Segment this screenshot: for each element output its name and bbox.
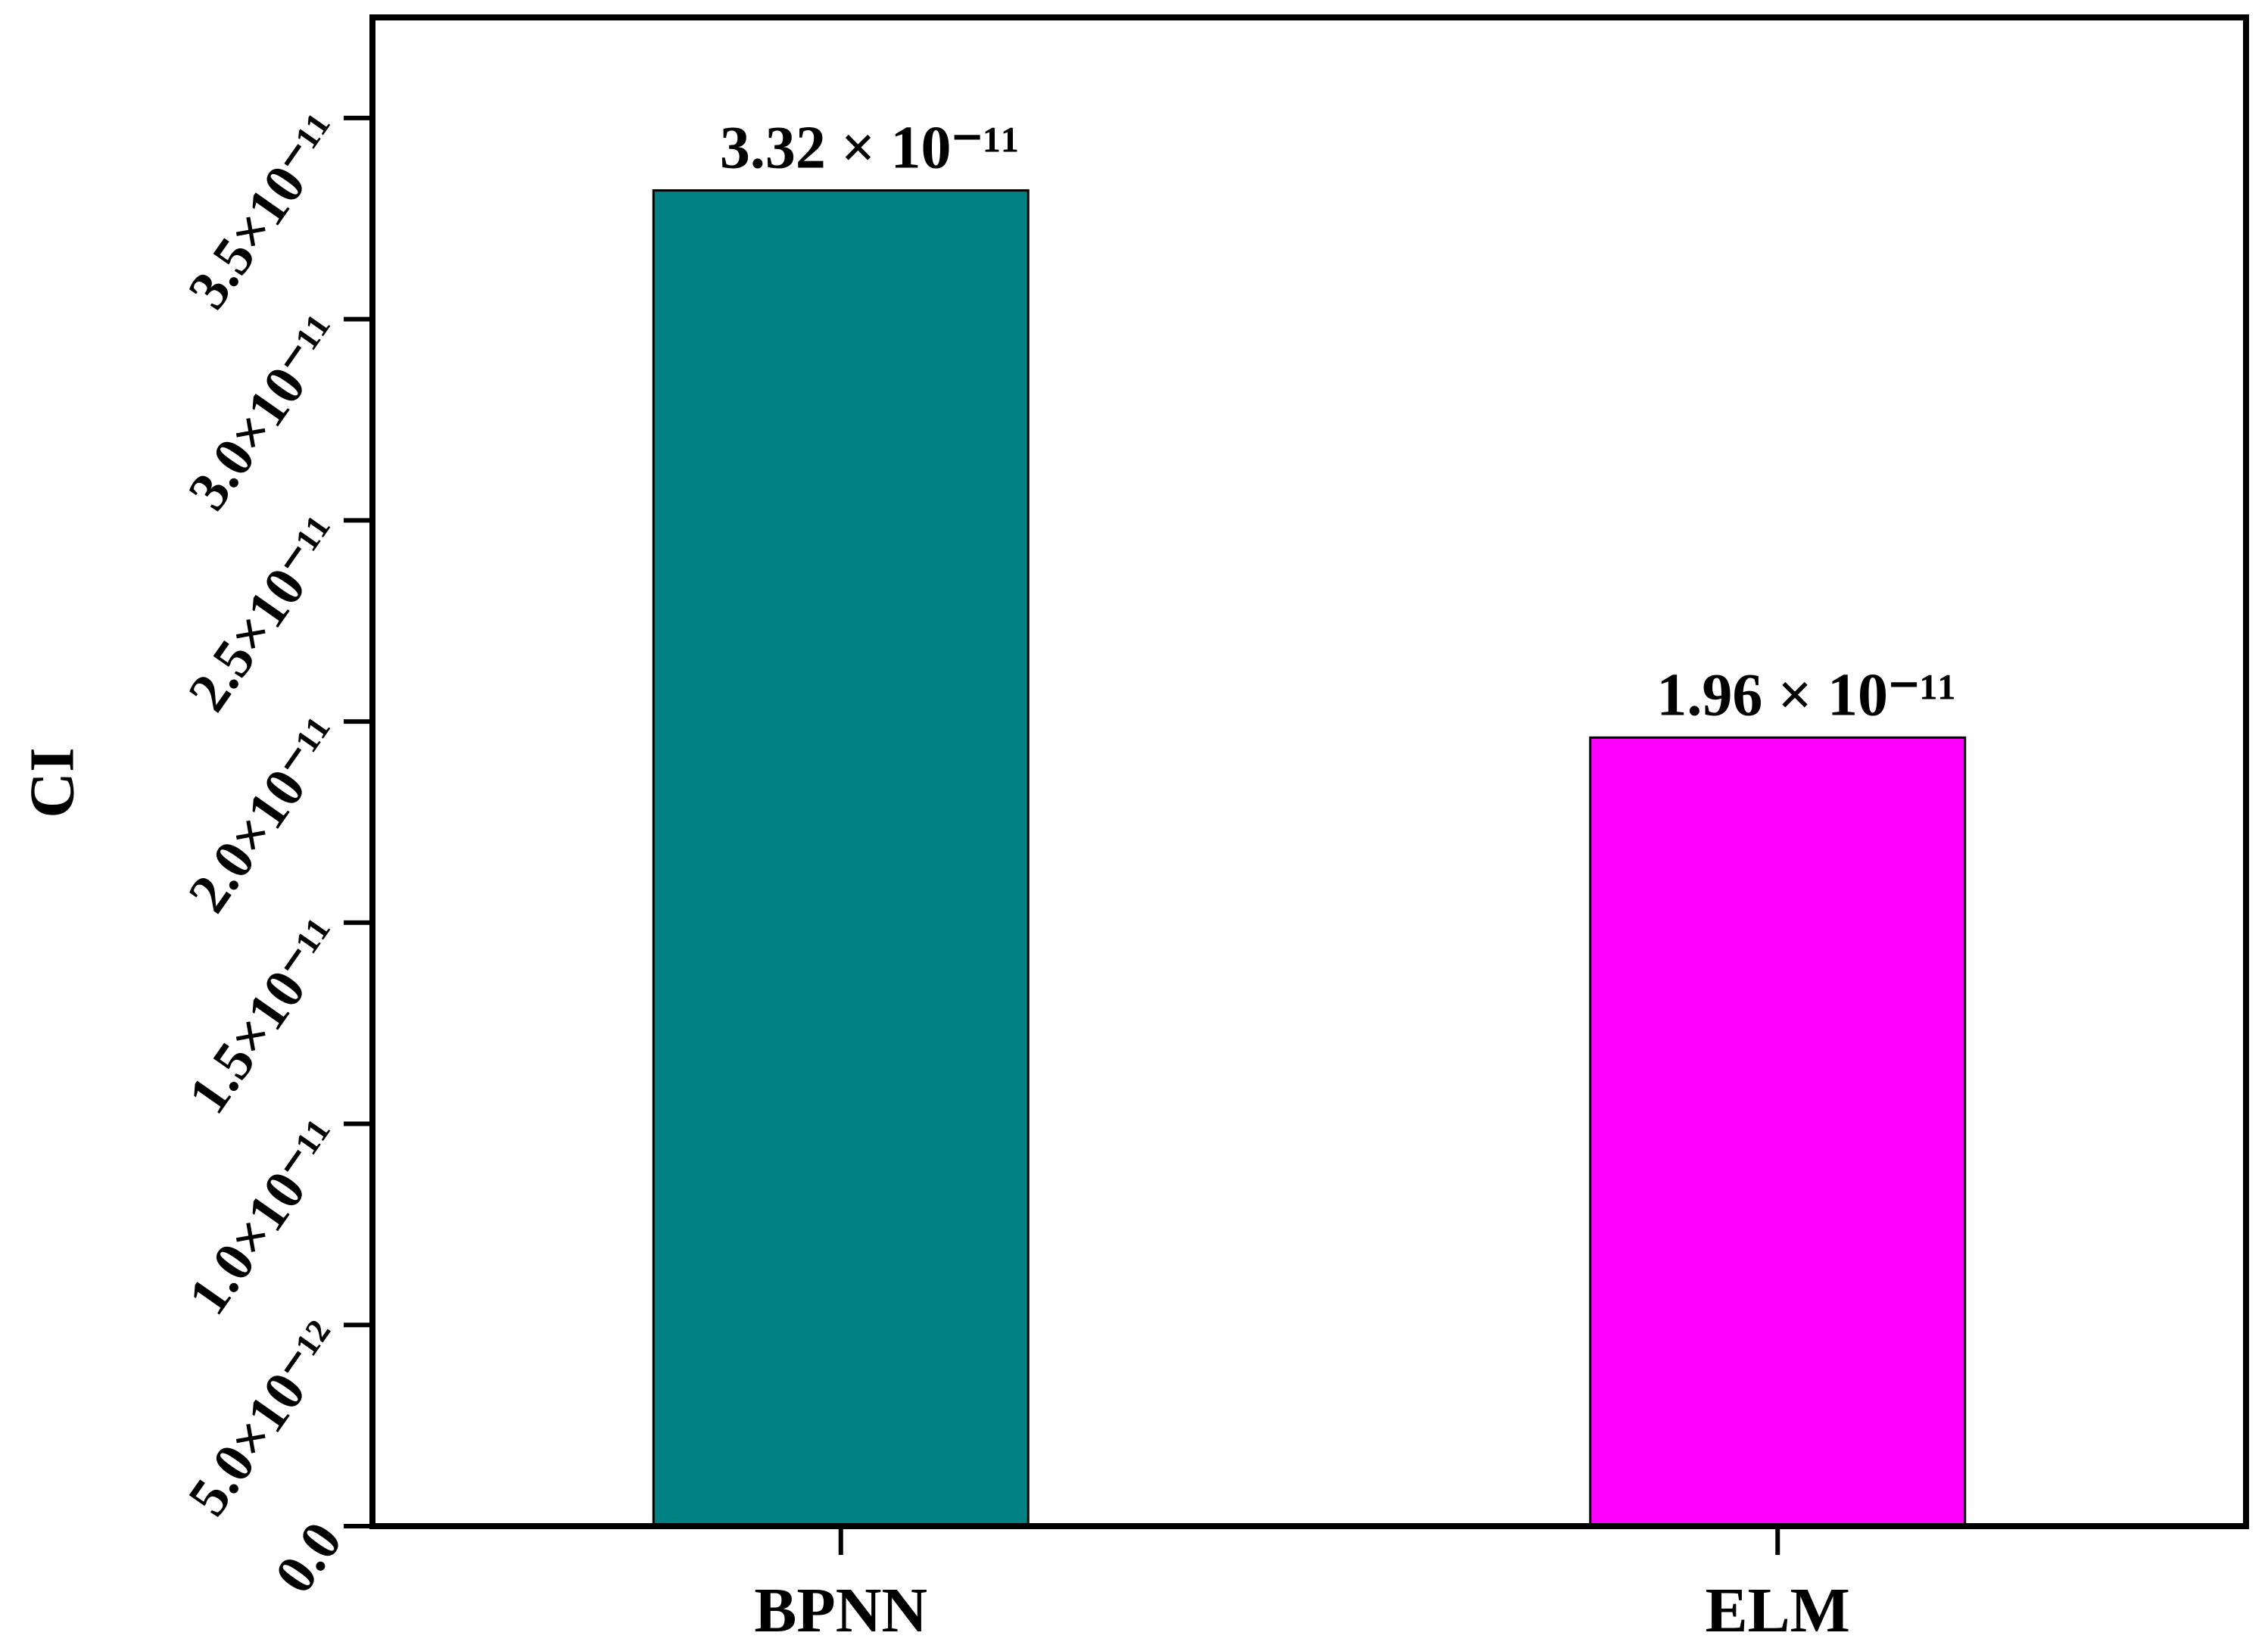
bar xyxy=(1589,736,1967,1528)
plot-frame xyxy=(369,14,2249,1529)
y-tick-label: 2.0×10⁻¹¹ xyxy=(176,707,354,924)
y-tick-label: 1.0×10⁻¹¹ xyxy=(176,1109,354,1326)
y-tick-label: 5.0×10⁻¹² xyxy=(176,1310,354,1527)
value-label: 3.32 × 10⁻¹¹ xyxy=(720,115,1020,182)
y-axis-label: CI xyxy=(17,747,87,818)
bar xyxy=(652,189,1030,1528)
x-tick-label: ELM xyxy=(1706,1575,1850,1645)
y-tick-label: 1.5×10⁻¹¹ xyxy=(176,908,354,1124)
y-tick-label: 2.5×10⁻¹¹ xyxy=(176,506,354,722)
y-tick-label: 0.0 xyxy=(263,1511,354,1604)
value-label: 1.96 × 10⁻¹¹ xyxy=(1656,662,1956,728)
x-tick-label: BPNN xyxy=(754,1575,927,1645)
y-tick-label: 3.0×10⁻¹¹ xyxy=(176,304,354,521)
y-tick-label: 3.5×10⁻¹¹ xyxy=(176,103,354,319)
